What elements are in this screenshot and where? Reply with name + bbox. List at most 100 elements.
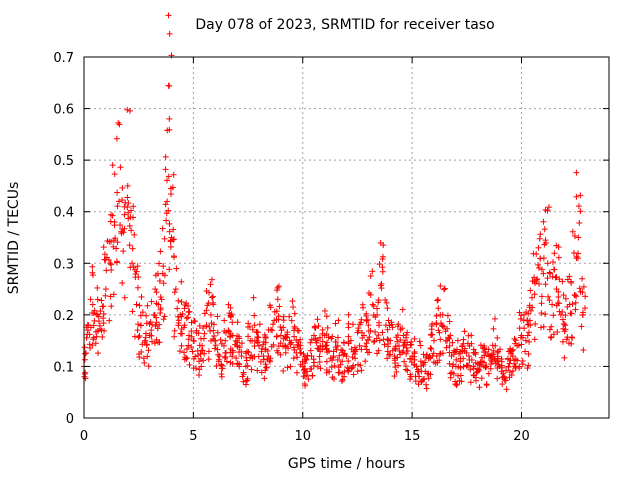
data-point <box>545 204 552 211</box>
data-point <box>166 126 173 133</box>
data-point <box>457 358 464 365</box>
data-point <box>244 348 251 355</box>
data-point <box>82 369 89 376</box>
data-point <box>378 280 385 287</box>
data-point <box>427 345 434 352</box>
data-point <box>206 323 213 330</box>
data-point <box>163 210 170 217</box>
data-point <box>324 339 331 346</box>
data-point <box>404 347 411 354</box>
data-point <box>213 362 220 369</box>
data-point <box>362 358 369 365</box>
data-point <box>367 327 374 334</box>
data-point <box>176 348 183 355</box>
data-point <box>172 286 179 293</box>
data-point <box>529 278 536 285</box>
data-point <box>466 353 472 360</box>
data-point <box>540 270 547 277</box>
data-point <box>277 340 284 347</box>
data-point <box>491 315 498 322</box>
data-point <box>317 365 324 372</box>
data-point <box>339 358 346 365</box>
data-point <box>179 330 186 337</box>
data-point <box>215 351 222 358</box>
data-point <box>460 363 467 370</box>
data-point <box>147 319 154 326</box>
data-point <box>294 327 301 334</box>
data-point <box>277 323 284 330</box>
data-point <box>285 345 292 352</box>
data-point <box>529 304 536 311</box>
data-point <box>579 275 586 282</box>
data-point <box>571 232 578 239</box>
data-point <box>145 363 152 370</box>
data-point <box>437 320 444 327</box>
data-point <box>540 255 547 262</box>
data-point <box>91 307 98 314</box>
data-point <box>555 244 562 251</box>
data-point <box>459 343 466 350</box>
data-point <box>540 218 547 225</box>
data-point <box>363 340 370 347</box>
data-point <box>95 350 102 357</box>
data-point <box>375 347 382 354</box>
data-point <box>421 359 428 366</box>
data-point <box>245 320 252 327</box>
data-point <box>555 300 562 307</box>
data-point <box>460 336 467 343</box>
data-point <box>293 369 300 376</box>
data-point <box>145 347 152 354</box>
data-point <box>162 166 169 173</box>
data-point <box>540 323 547 330</box>
data-point <box>379 264 386 271</box>
data-point <box>568 340 575 347</box>
data-point <box>560 292 567 299</box>
data-point <box>498 356 505 363</box>
data-point <box>267 326 274 333</box>
data-point <box>461 328 468 335</box>
data-point <box>538 310 545 317</box>
data-point <box>359 304 366 311</box>
data-point <box>89 342 96 349</box>
data-point <box>218 370 225 377</box>
data-point <box>452 363 459 370</box>
data-point <box>166 30 173 37</box>
data-point <box>81 356 88 363</box>
data-point <box>280 324 287 331</box>
data-point <box>556 308 563 315</box>
data-point <box>273 308 280 315</box>
data-point <box>394 332 401 339</box>
data-point <box>132 271 139 278</box>
data-point <box>472 351 479 358</box>
data-point <box>332 320 339 327</box>
data-point <box>363 312 370 319</box>
data-point <box>175 297 182 304</box>
data-point <box>201 310 208 317</box>
data-point <box>262 367 269 374</box>
data-point <box>518 312 525 319</box>
data-point <box>330 353 337 360</box>
data-point <box>538 324 545 331</box>
grid-lines <box>84 57 609 418</box>
data-point <box>291 333 298 340</box>
data-point <box>166 115 173 122</box>
data-point <box>322 343 329 350</box>
data-point <box>269 327 276 334</box>
data-point <box>389 324 396 331</box>
data-point <box>336 352 343 359</box>
data-point <box>124 194 131 201</box>
data-point <box>411 335 418 342</box>
data-point <box>448 353 455 360</box>
data-point <box>254 367 261 374</box>
data-point <box>139 309 146 316</box>
data-point <box>345 358 352 365</box>
data-point <box>113 135 120 142</box>
data-point <box>411 353 418 360</box>
data-point <box>447 332 454 339</box>
data-point <box>238 353 245 360</box>
data-point <box>429 320 436 327</box>
data-point <box>92 340 99 347</box>
data-point <box>90 336 97 343</box>
data-point <box>485 370 492 377</box>
data-point <box>263 364 270 371</box>
